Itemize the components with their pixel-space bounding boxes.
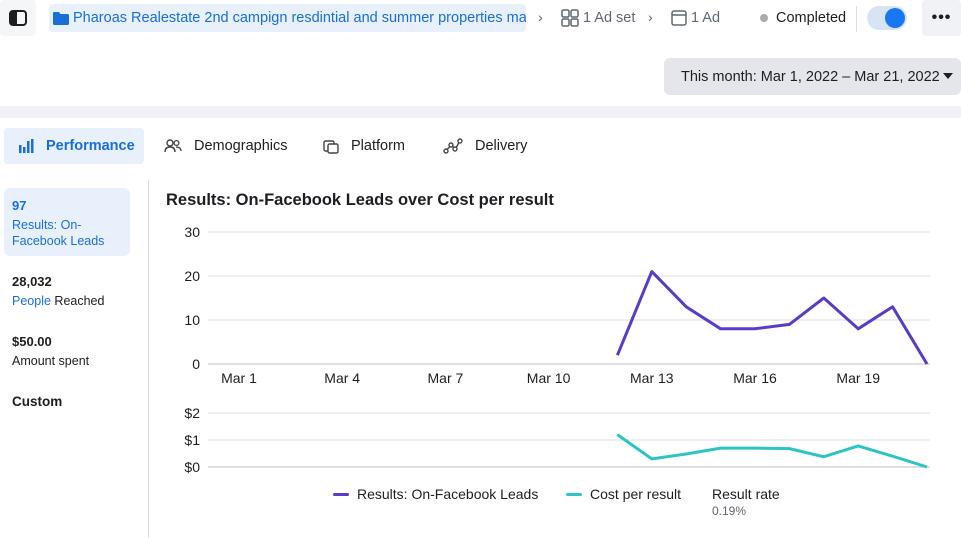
metric-amount-spent[interactable]: $50.00 Amount spent bbox=[4, 324, 130, 379]
tab-label: Delivery bbox=[475, 138, 528, 154]
performance-card: Performance Demographics Platform Delive… bbox=[0, 118, 961, 538]
y-tick-label: 0 bbox=[192, 356, 200, 372]
legend-cost[interactable]: Cost per result bbox=[566, 486, 681, 502]
ad-set-icon bbox=[561, 9, 579, 27]
people-icon bbox=[164, 139, 182, 153]
breadcrumb-ad-label: 1 Ad bbox=[691, 10, 721, 26]
metric-value: 28,032 bbox=[12, 274, 52, 289]
more-icon: ••• bbox=[931, 9, 952, 26]
performance-chart: 30 20 10 0 Mar 1 Mar 4 Mar 7 Mar 10 Mar 13 Mar 16… bbox=[184, 224, 930, 475]
breadcrumb-ad-set-label: 1 Ad set bbox=[583, 10, 636, 26]
tab-label: Performance bbox=[46, 138, 135, 154]
tab-demographics[interactable]: Demographics bbox=[164, 128, 288, 164]
tab-performance[interactable]: Performance bbox=[4, 128, 144, 164]
series-line-leads bbox=[616, 270, 929, 365]
tab-label: Platform bbox=[351, 138, 405, 154]
x-tick-label: Mar 7 bbox=[428, 370, 464, 386]
result-rate-value: 0.19% bbox=[712, 504, 747, 518]
legend-result-rate[interactable]: Result rate bbox=[712, 486, 780, 502]
status-indicator: Completed bbox=[760, 4, 846, 32]
date-range-dropdown[interactable]: This month: Mar 1, 2022 – Mar 21, 2022 bbox=[664, 58, 961, 95]
sidebar-toggle-button[interactable] bbox=[0, 0, 36, 36]
legend-label: Results: On-Facebook Leads bbox=[357, 486, 539, 502]
legend-swatch bbox=[566, 492, 582, 496]
status-dot bbox=[760, 14, 768, 22]
metric-value: $50.00 bbox=[12, 334, 52, 349]
divider bbox=[856, 6, 857, 32]
tab-delivery[interactable]: Delivery bbox=[443, 128, 527, 164]
folder-icon bbox=[53, 11, 69, 25]
ad-icon bbox=[671, 10, 687, 26]
legend-label: Result rate bbox=[712, 486, 780, 502]
y-tick-label: $1 bbox=[184, 432, 200, 448]
x-tick-label: Mar 10 bbox=[527, 370, 571, 386]
series-line-cost bbox=[616, 433, 928, 469]
metrics-column: 97 Results: On-Facebook Leads 28,032 Peo… bbox=[0, 180, 149, 538]
x-tick-label: Mar 19 bbox=[836, 370, 880, 386]
chevron-right-icon: › bbox=[648, 9, 653, 25]
metric-label: People Reached bbox=[12, 293, 122, 309]
metric-label-suffix: Reached bbox=[50, 294, 105, 308]
tab-label: Demographics bbox=[194, 138, 288, 154]
toggle-knob bbox=[885, 8, 905, 28]
platform-icon bbox=[323, 140, 339, 154]
status-label: Completed bbox=[776, 10, 847, 26]
status-toggle[interactable] bbox=[867, 6, 907, 30]
metric-label: Results: On-Facebook Leads bbox=[12, 218, 105, 248]
y-tick-label: 10 bbox=[184, 312, 200, 328]
date-range-label: This month: Mar 1, 2022 – Mar 21, 2022 bbox=[681, 68, 940, 85]
more-options-button[interactable]: ••• bbox=[922, 0, 961, 36]
delivery-icon bbox=[443, 138, 463, 154]
y-tick-label: 20 bbox=[184, 268, 200, 284]
breadcrumb-campaign-label: Pharoas Realestate 2nd campign resdintia… bbox=[73, 10, 526, 26]
y-tick-label: 30 bbox=[184, 224, 200, 240]
legend-label: Cost per result bbox=[590, 486, 682, 502]
breadcrumb-campaign[interactable]: Pharoas Realestate 2nd campign resdintia… bbox=[49, 4, 526, 32]
breadcrumb-ad[interactable]: 1 Ad bbox=[671, 4, 720, 32]
x-tick-label: Mar 16 bbox=[733, 370, 777, 386]
y-tick-label: $2 bbox=[184, 405, 200, 421]
custom-metric-button[interactable]: Custom bbox=[12, 394, 63, 409]
breadcrumb-ad-set[interactable]: 1 Ad set bbox=[561, 4, 635, 32]
people-link[interactable]: People bbox=[12, 294, 51, 308]
metric-label: Amount spent bbox=[12, 354, 90, 368]
metric-reach[interactable]: 28,032 People Reached bbox=[4, 264, 130, 319]
legend-swatch bbox=[333, 492, 349, 496]
x-tick-label: Mar 1 bbox=[221, 370, 257, 386]
bar-chart-icon bbox=[19, 139, 34, 153]
caret-down-icon bbox=[943, 73, 953, 79]
y-tick-label: $0 bbox=[184, 459, 200, 475]
legend-leads[interactable]: Results: On-Facebook Leads bbox=[333, 486, 538, 502]
metric-value: 97 bbox=[12, 198, 27, 213]
chevron-right-icon: › bbox=[538, 9, 543, 25]
tab-platform[interactable]: Platform bbox=[323, 128, 405, 164]
metric-results[interactable]: 97 Results: On-Facebook Leads bbox=[4, 188, 130, 256]
x-tick-label: Mar 4 bbox=[324, 370, 360, 386]
date-row: This month: Mar 1, 2022 – Mar 21, 2022 bbox=[0, 38, 961, 106]
top-bar: Pharoas Realestate 2nd campign resdintia… bbox=[0, 0, 961, 38]
chart-title: Results: On-Facebook Leads over Cost per… bbox=[166, 191, 554, 209]
x-tick-label: Mar 13 bbox=[630, 370, 674, 386]
sidebar-icon bbox=[9, 10, 27, 26]
